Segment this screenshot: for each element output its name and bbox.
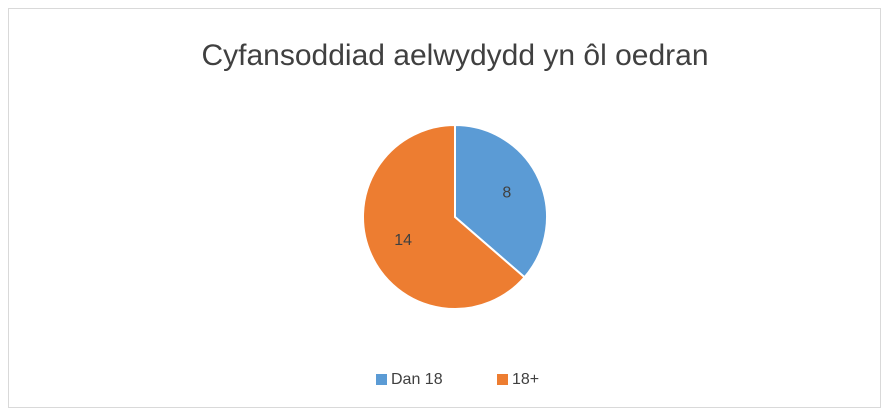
data-label: 14	[394, 232, 412, 249]
chart-title: Cyfansoddiad aelwydydd yn ôl oedran	[202, 39, 709, 72]
legend-swatch	[376, 374, 387, 385]
legend-swatch	[497, 374, 508, 385]
legend-label: Dan 18	[391, 371, 443, 388]
pie-slice	[362, 123, 526, 310]
legend-label: 18+	[512, 371, 539, 388]
data-label: 8	[502, 185, 511, 202]
pie-slice	[454, 123, 548, 279]
